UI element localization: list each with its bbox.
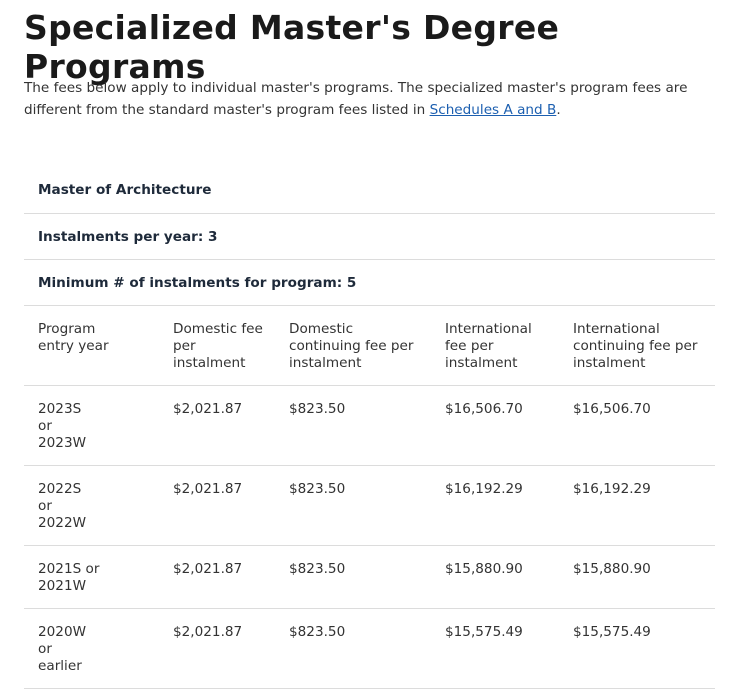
table-row: 2022S or 2022W $2,021.87 $823.50 $16,192…	[24, 465, 715, 546]
domestic-fee: $2,021.87	[159, 465, 275, 546]
header-domestic-fee: Domestic fee per instalment	[159, 305, 275, 386]
table-row: 2020W or earlier $2,021.87 $823.50 $15,5…	[24, 608, 715, 689]
international-continuing-fee: $15,575.49	[559, 608, 715, 689]
header-domestic-continuing-fee: Domestic continuing fee per instalment	[275, 305, 431, 386]
international-fee: $15,575.49	[431, 608, 559, 689]
international-fee: $16,192.29	[431, 465, 559, 546]
program-name: Master of Architecture	[24, 167, 715, 214]
domestic-continuing-fee: $823.50	[275, 545, 431, 609]
entry-year: 2020W or earlier	[24, 608, 159, 689]
international-continuing-fee: $16,506.70	[559, 385, 715, 466]
international-fee: $16,506.70	[431, 385, 559, 466]
domestic-continuing-fee: $823.50	[275, 608, 431, 689]
intro-paragraph: The fees below apply to individual maste…	[24, 77, 724, 121]
header-international-continuing-fee: International continuing fee per instalm…	[559, 305, 715, 386]
table-row: 2021S or 2021W $2,021.87 $823.50 $15,880…	[24, 545, 715, 609]
entry-year: 2021S or 2021W	[24, 545, 159, 609]
international-continuing-fee: $16,192.29	[559, 465, 715, 546]
schedules-link[interactable]: Schedules A and B	[429, 102, 557, 118]
entry-year: 2022S or 2022W	[24, 465, 159, 546]
international-continuing-fee: $15,880.90	[559, 545, 715, 609]
instalments-per-year: Instalments per year: 3	[24, 213, 715, 260]
fees-table: Master of Architecture Instalments per y…	[24, 167, 715, 689]
domestic-fee: $2,021.87	[159, 385, 275, 466]
minimum-instalments: Minimum # of instalments for program: 5	[24, 259, 715, 306]
header-international-fee: International fee per instalment	[431, 305, 559, 386]
domestic-continuing-fee: $823.50	[275, 385, 431, 466]
header-entry-year: Program entry year	[24, 305, 159, 386]
table-row: 2023S or 2023W $2,021.87 $823.50 $16,506…	[24, 385, 715, 466]
domestic-fee: $2,021.87	[159, 608, 275, 689]
intro-text: The fees below apply to individual maste…	[24, 80, 688, 118]
domestic-fee: $2,021.87	[159, 545, 275, 609]
international-fee: $15,880.90	[431, 545, 559, 609]
intro-text-end: .	[556, 102, 561, 118]
domestic-continuing-fee: $823.50	[275, 465, 431, 546]
table-header-row: Program entry year Domestic fee per inst…	[24, 305, 715, 386]
page-title: Specialized Master's Degree Programs	[24, 8, 560, 86]
entry-year: 2023S or 2023W	[24, 385, 159, 466]
